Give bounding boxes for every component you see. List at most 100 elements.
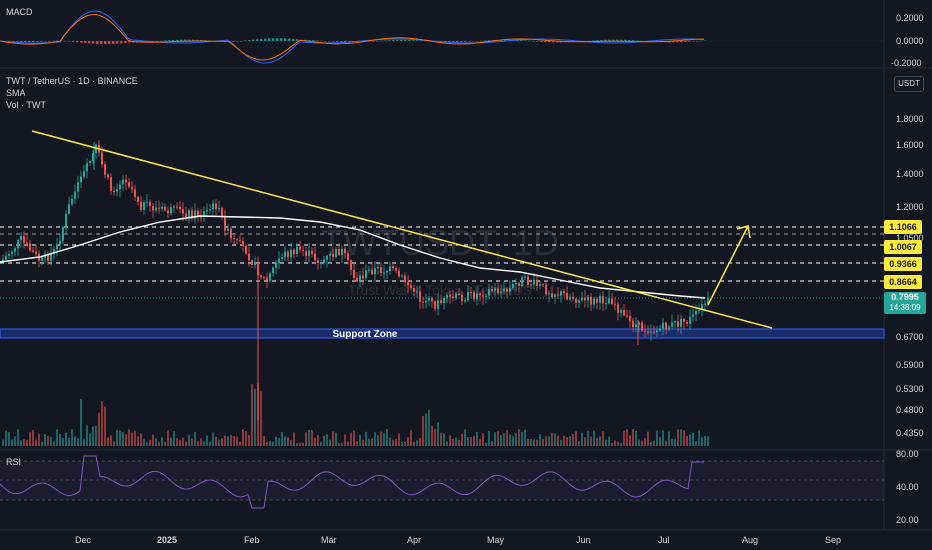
candle-body	[269, 273, 271, 281]
volume-bar	[689, 434, 691, 446]
macd-histogram-bar	[536, 41, 539, 42]
candle-body	[578, 300, 580, 303]
volume-bar	[368, 438, 370, 446]
volume-bar	[5, 430, 7, 446]
candle-body	[653, 331, 655, 333]
candle-body	[515, 283, 517, 285]
candle-body	[383, 272, 385, 274]
volume-bar	[608, 436, 610, 446]
candle-body	[530, 284, 532, 286]
macd-histogram-bar	[408, 40, 411, 41]
candle-body	[407, 282, 409, 286]
volume-bar	[377, 435, 379, 446]
volume-bar	[233, 436, 235, 446]
volume-bar	[329, 439, 331, 446]
candle-body	[449, 294, 451, 297]
candle-body	[704, 303, 706, 305]
volume-bar	[632, 429, 634, 446]
price-tick: 0.6700	[896, 332, 924, 342]
volume-bar	[38, 433, 40, 446]
candle-body	[137, 197, 139, 202]
volume-bar	[506, 430, 508, 446]
volume-bar	[680, 429, 682, 446]
macd-histogram-bar	[112, 41, 115, 44]
macd-histogram-bar	[56, 40, 59, 42]
candle-body	[602, 296, 604, 304]
candle-body	[227, 228, 229, 231]
candle-body	[80, 176, 82, 183]
candle-body	[662, 322, 664, 329]
candle-body	[200, 216, 202, 218]
candle-body	[83, 171, 85, 177]
volume-bar	[647, 431, 649, 446]
candle-body	[593, 299, 595, 305]
macd-histogram-bar	[528, 40, 531, 42]
descending-trendline[interactable]	[31, 130, 773, 329]
volume-bar	[650, 441, 652, 446]
volume-bar	[308, 429, 310, 446]
level-lines	[0, 226, 884, 282]
macd-histogram-bar	[200, 39, 203, 41]
rsi-tick: 40.00	[896, 482, 919, 492]
current-price: 0.7995	[891, 292, 919, 302]
macd-histogram-bar	[160, 40, 163, 42]
macd-histogram-bar	[308, 40, 311, 41]
candle-body	[395, 268, 397, 271]
candle-body	[326, 255, 328, 260]
volume-bar	[665, 440, 667, 446]
macd-histogram-bar	[48, 41, 51, 42]
currency-button[interactable]: USDT	[894, 76, 924, 92]
candle-body	[299, 246, 301, 250]
macd-histogram-bar	[92, 41, 95, 44]
candle-body	[503, 288, 505, 292]
macd-histogram-bar	[384, 40, 387, 42]
macd-histogram-bar	[104, 41, 107, 45]
volume-bar	[272, 441, 274, 446]
candle-body	[509, 287, 511, 292]
candle-body	[680, 319, 682, 327]
volume-bar	[182, 437, 184, 446]
sma-label: SMA	[6, 88, 26, 98]
macd-histogram-bar	[676, 41, 679, 43]
macd-histogram-bar	[628, 39, 631, 41]
macd-histogram-bar	[396, 40, 399, 41]
macd-histogram-bar	[372, 41, 375, 42]
macd-label: MACD	[6, 7, 33, 17]
candle-body	[374, 268, 376, 275]
candle-body	[665, 322, 667, 330]
candle-body	[308, 250, 310, 256]
volume-bar	[653, 440, 655, 446]
candle-body	[350, 260, 352, 270]
volume-bar	[74, 436, 76, 446]
volume-bar	[470, 436, 472, 446]
volume-bar	[422, 415, 424, 446]
volume-bar	[533, 439, 535, 446]
candle-body	[650, 331, 652, 333]
candle-body	[452, 296, 454, 298]
volume-bar	[629, 435, 631, 446]
volume-bar	[128, 429, 130, 446]
macd-histogram-bar	[268, 38, 271, 41]
macd-histogram-bar	[604, 39, 607, 41]
level-badge: 0.9366	[884, 257, 922, 271]
volume-bar	[623, 430, 625, 446]
candle-body	[371, 269, 373, 275]
macd-histogram-bar	[524, 40, 527, 42]
candle-body	[605, 303, 607, 305]
macd-histogram-bar	[340, 41, 343, 42]
candle-body	[641, 322, 643, 331]
macd-histogram-bar	[312, 40, 315, 41]
volume-bar	[251, 384, 253, 446]
candle-body	[455, 293, 457, 298]
macd-histogram-bar	[444, 41, 447, 42]
macd-histogram-bar	[540, 41, 543, 42]
candle-body	[443, 297, 445, 304]
candle-body	[410, 285, 412, 289]
macd-histogram-bar	[184, 39, 187, 41]
candle-body	[440, 300, 442, 304]
candle-body	[437, 300, 439, 309]
projection-arrow[interactable]	[707, 225, 749, 306]
candle-body	[170, 207, 172, 214]
candle-body	[188, 210, 190, 218]
